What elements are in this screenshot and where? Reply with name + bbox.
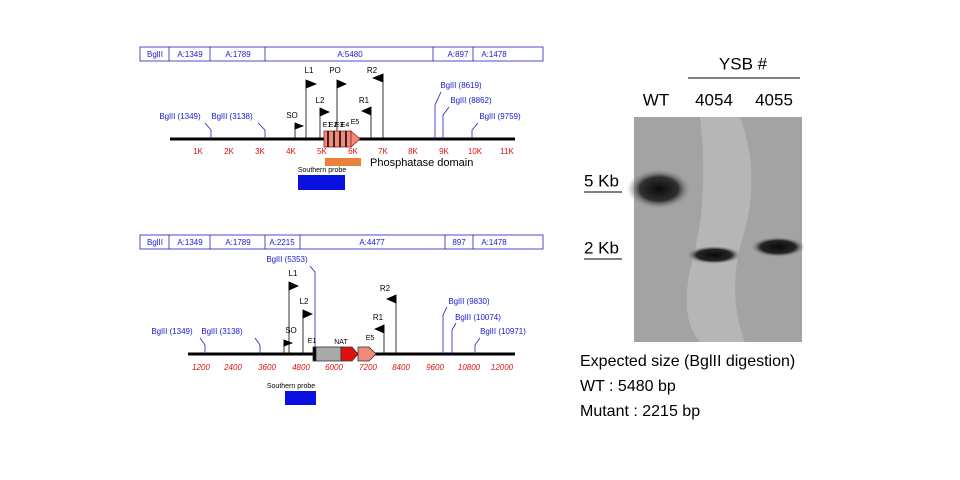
primer-label: R1	[373, 313, 384, 322]
fragment-label: A:1478	[481, 50, 507, 59]
site-label: BglII (8862)	[450, 96, 492, 105]
site-label: BglII (1349)	[159, 112, 201, 121]
primer-label: SO	[286, 111, 298, 120]
exon-label: E2	[329, 122, 338, 129]
primers	[294, 73, 384, 139]
site-label: BglII (1349)	[151, 327, 193, 336]
fragment-label: A:1349	[177, 238, 203, 247]
exon-label: E3	[335, 122, 344, 129]
gene	[323, 130, 361, 148]
tick-label: 4K	[286, 147, 296, 156]
site-label: BglII (9830)	[448, 297, 490, 306]
fragment-label: A:2215	[269, 238, 295, 247]
tick-label: 7200	[359, 363, 377, 372]
primer-label: L1	[289, 269, 298, 278]
lane-label: WT	[643, 90, 669, 109]
site-label: BglII (10074)	[455, 313, 501, 322]
fragment-label: A:1478	[481, 238, 507, 247]
site-label: BglII (8619)	[440, 81, 482, 90]
tick-label: 8K	[408, 147, 418, 156]
exon-label: E4	[341, 122, 350, 129]
caption-line: Expected size (BglII digestion)	[580, 353, 795, 370]
tick-label: 6K	[348, 147, 358, 156]
tick-label: 12000	[491, 363, 514, 372]
fragment-bar	[139, 234, 544, 250]
probe	[298, 175, 345, 190]
tick-label: 10800	[458, 363, 481, 372]
marker-label: 5 Kb	[584, 171, 619, 190]
fragment-label: A:1789	[225, 238, 251, 247]
fragment-label: BglII	[147, 50, 163, 59]
primer-label: L1	[305, 66, 314, 75]
primer-label: SO	[285, 326, 297, 335]
group-label: YSB #	[719, 54, 768, 73]
tick-label: 9600	[426, 363, 444, 372]
tick-label: 3K	[255, 147, 265, 156]
lane-label: 4054	[695, 90, 733, 109]
tick-label: 1200	[192, 363, 210, 372]
site-lines	[199, 265, 481, 354]
marker-label: 2 Kb	[584, 238, 619, 257]
tick-label: 5K	[317, 147, 327, 156]
element-label: E1	[308, 338, 317, 345]
site-label: BglII (3138)	[211, 112, 253, 121]
site-label: BglII (10971)	[480, 327, 526, 336]
tick-label: 10K	[468, 147, 483, 156]
element-label: E5	[366, 335, 375, 342]
site-label: BglII (3138)	[201, 327, 243, 336]
domain-bar	[325, 158, 361, 166]
tick-label: 9K	[439, 147, 449, 156]
caption-line: Mutant : 2215 bp	[580, 403, 700, 420]
tick-label: 3600	[258, 363, 276, 372]
gene	[312, 346, 377, 362]
primers	[283, 281, 397, 354]
tick-label: 11K	[500, 147, 514, 156]
fragment-bar	[139, 46, 544, 62]
primer-label: R2	[380, 284, 391, 293]
fragment-label: A:1789	[225, 50, 251, 59]
fragment-label: A:1349	[177, 50, 203, 59]
probe	[285, 391, 316, 405]
tick-label: 4800	[292, 363, 310, 372]
exon-label: E1	[323, 122, 332, 129]
probe-label: Southern probe	[267, 383, 315, 390]
element-label: NAT	[334, 339, 348, 346]
probe-label: Southern probe	[298, 167, 346, 174]
tick-label: 8400	[392, 363, 410, 372]
tick-label: 2K	[224, 147, 234, 156]
primer-label: L2	[316, 96, 325, 105]
caption-line: WT : 5480 bp	[580, 378, 676, 395]
site-label: BglII (9759)	[479, 112, 521, 121]
fragment-label: A:897	[448, 50, 469, 59]
fragment-label: BglII	[147, 238, 163, 247]
tick-label: 1K	[193, 147, 203, 156]
primer-label: R1	[359, 96, 370, 105]
fragment-label: A:5480	[337, 50, 363, 59]
fragment-label: 897	[452, 238, 466, 247]
tick-label: 6000	[325, 363, 343, 372]
domain-label: Phosphatase domain	[370, 157, 473, 169]
tick-label: 7K	[378, 147, 388, 156]
blot-image	[627, 117, 805, 342]
tick-label: 2400	[223, 363, 242, 372]
lane-label: 4055	[755, 90, 793, 109]
site-label: BglII (5353)	[266, 255, 308, 264]
primer-label: R2	[367, 66, 378, 75]
fragment-label: A:4477	[359, 238, 385, 247]
exon-label: E5	[351, 119, 360, 126]
site-lines	[204, 91, 479, 139]
primer-label: L2	[300, 297, 309, 306]
primer-label: PO	[329, 66, 341, 75]
